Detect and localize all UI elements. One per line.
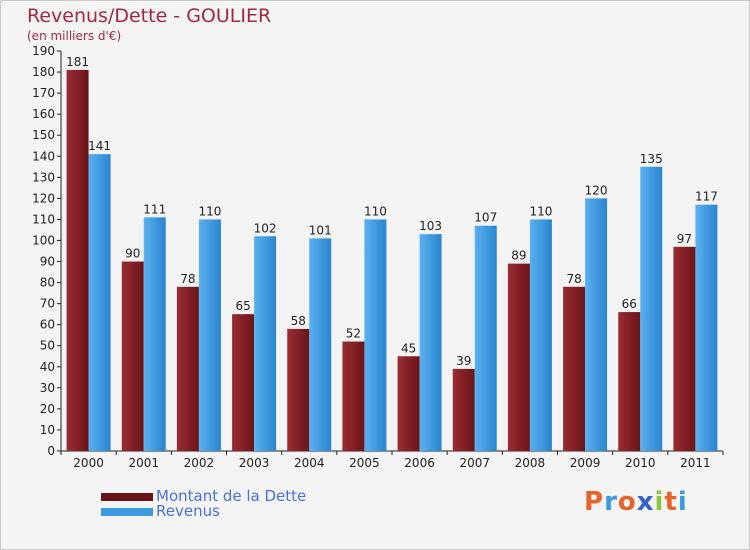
value-label-dette: 78 (180, 272, 195, 286)
bar-dette (618, 312, 641, 451)
bar-dette (287, 328, 310, 451)
bar-revenus (364, 219, 387, 451)
x-tick-label: 2011 (680, 456, 711, 470)
value-label-revenus: 141 (88, 139, 111, 153)
y-tick-label: 130 (32, 170, 55, 184)
value-label-revenus: 110 (529, 204, 552, 218)
x-tick-label: 2004 (294, 456, 325, 470)
x-tick-label: 2003 (239, 456, 270, 470)
chart-axes: 0 10 20 30 40 50 60 70 80 90 100 110 120 130 140 150 160… (32, 44, 724, 470)
value-label-dette: 90 (125, 247, 140, 261)
bar-revenus (640, 166, 663, 451)
proxiti-logo: Proxiti (584, 487, 688, 517)
chart-bars (66, 69, 718, 452)
value-label-revenus: 101 (309, 223, 332, 237)
bar-dette (232, 314, 255, 451)
logo-letter: t (664, 487, 678, 517)
bar-dette (342, 341, 365, 451)
bar-dette (397, 356, 420, 451)
bar-dette (176, 286, 199, 451)
bar-dette (507, 263, 530, 451)
bar-revenus (254, 236, 277, 451)
x-tick-label: 2007 (459, 456, 490, 470)
value-label-dette: 45 (401, 341, 416, 355)
chart-labels: 181 141 90 111 78 110 65 102 58 101 52 110 45 103 39 10… (66, 55, 718, 368)
bar-revenus (585, 198, 608, 451)
y-tick-label: 170 (32, 86, 55, 100)
bar-revenus (88, 154, 111, 451)
y-tick-label: 180 (32, 65, 55, 79)
bar-dette (66, 69, 89, 452)
x-tick-label: 2001 (128, 456, 159, 470)
bar-revenus (695, 204, 718, 451)
value-label-dette: 58 (291, 314, 306, 328)
bar-revenus (198, 219, 221, 451)
logo-letter: i (677, 487, 688, 517)
y-tick-label: 190 (32, 44, 55, 58)
y-tick-label: 80 (40, 276, 55, 290)
value-label-revenus: 135 (640, 152, 663, 166)
x-tick-label: 2005 (349, 456, 380, 470)
value-label-revenus: 110 (364, 204, 387, 218)
value-label-revenus: 110 (198, 204, 221, 218)
value-label-revenus: 117 (695, 190, 718, 204)
bar-revenus (419, 234, 442, 451)
y-tick-label: 150 (32, 128, 55, 142)
value-label-dette: 97 (677, 232, 692, 246)
value-label-dette: 66 (622, 297, 637, 311)
y-tick-label: 60 (40, 318, 55, 332)
bar-revenus (474, 225, 497, 451)
logo-letter: r (604, 487, 618, 517)
legend-swatch-debt (101, 493, 153, 501)
chart-subtitle: (en milliers d'€) (27, 29, 122, 43)
value-label-revenus: 102 (254, 221, 277, 235)
y-tick-label: 160 (32, 107, 55, 121)
value-label-dette: 39 (456, 354, 471, 368)
bar-dette (121, 261, 144, 451)
x-tick-label: 2002 (184, 456, 215, 470)
y-tick-label: 110 (32, 212, 55, 226)
y-tick-label: 50 (40, 339, 55, 353)
value-label-dette: 78 (566, 272, 581, 286)
legend-swatch-revenus (101, 508, 153, 516)
y-tick-label: 30 (40, 381, 55, 395)
bar-revenus (529, 219, 552, 451)
value-label-dette: 65 (235, 299, 250, 313)
y-tick-label: 10 (40, 423, 55, 437)
value-label-revenus: 103 (419, 219, 442, 233)
bar-dette (563, 286, 586, 451)
legend-label-revenus: Revenus (156, 502, 220, 520)
y-tick-label: 70 (40, 297, 55, 311)
x-tick-label: 2008 (515, 456, 546, 470)
y-tick-label: 90 (40, 255, 55, 269)
y-tick-label: 40 (40, 360, 55, 374)
bar-revenus (309, 238, 332, 451)
logo-letter: o (617, 487, 637, 517)
value-label-revenus: 111 (143, 202, 166, 216)
value-label-revenus: 120 (585, 183, 608, 197)
y-tick-label: 0 (47, 444, 55, 458)
chart-title: Revenus/Dette - GOULIER (27, 5, 272, 27)
bar-revenus (143, 217, 166, 451)
x-tick-label: 2006 (404, 456, 435, 470)
legend-label-debt: Montant de la Dette (156, 487, 307, 505)
logo-letter: P (584, 487, 605, 517)
value-label-dette: 181 (66, 55, 89, 69)
x-tick-label: 2000 (73, 456, 104, 470)
y-tick-label: 100 (32, 233, 55, 247)
x-tick-label: 2010 (625, 456, 656, 470)
y-tick-label: 120 (32, 191, 55, 205)
logo-letter: i (654, 487, 665, 517)
value-label-dette: 52 (346, 327, 361, 341)
y-tick-label: 20 (40, 402, 55, 416)
y-tick-label: 140 (32, 149, 55, 163)
x-tick-label: 2009 (570, 456, 601, 470)
logo-letter: x (636, 487, 655, 517)
bar-dette (673, 246, 696, 451)
bar-dette (452, 368, 475, 451)
value-label-dette: 89 (511, 249, 526, 263)
value-label-revenus: 107 (474, 211, 497, 225)
